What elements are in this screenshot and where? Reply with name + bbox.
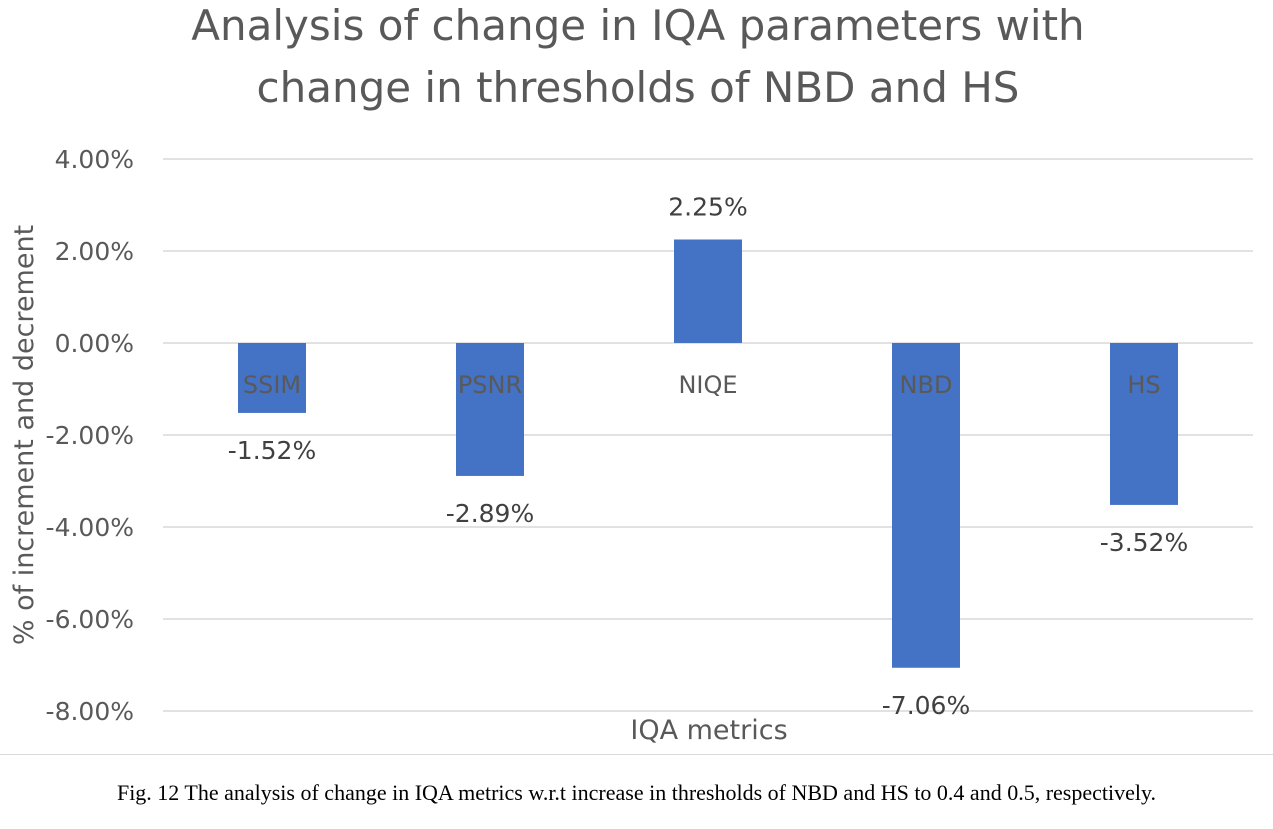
bar-ssim: [238, 343, 306, 413]
category-label: SSIM: [243, 371, 301, 399]
y-tick-label: -4.00%: [46, 513, 134, 542]
bar-niqe: [674, 239, 742, 343]
bar-hs: [1110, 343, 1178, 505]
y-axis-title: % of increment and decrement: [9, 225, 40, 645]
data-label: -2.89%: [446, 499, 534, 528]
y-axis-ticks: 4.00% 2.00% 0.00% -2.00% -4.00% -6.00% -8.00%: [46, 145, 134, 726]
bar-psnr: [456, 343, 524, 476]
figure-caption: Fig. 12 The analysis of change in IQA me…: [116, 780, 1157, 805]
bars: [238, 239, 1178, 668]
category-labels: SSIM PSNR NIQE NBD HS: [243, 371, 1161, 399]
bar-nbd: [892, 343, 960, 668]
data-label: 2.25%: [668, 193, 747, 222]
chart-title: Analysis of change in IQA parameters wit…: [191, 1, 1084, 112]
data-label: -7.06%: [882, 691, 970, 720]
y-tick-label: 0.00%: [55, 329, 134, 358]
y-tick-label: -2.00%: [46, 421, 134, 450]
chart-title-line-1: Analysis of change in IQA parameters wit…: [191, 1, 1084, 50]
y-tick-label: -8.00%: [46, 697, 134, 726]
y-tick-label: 2.00%: [55, 237, 134, 266]
data-label: -3.52%: [1100, 528, 1188, 557]
x-axis-title: IQA metrics: [630, 715, 787, 746]
y-tick-label: 4.00%: [55, 145, 134, 174]
data-label: -1.52%: [228, 436, 316, 465]
category-label: HS: [1127, 371, 1160, 399]
y-tick-label: -6.00%: [46, 605, 134, 634]
category-label: PSNR: [458, 371, 522, 399]
data-labels: -1.52% -2.89% 2.25% -7.06% -3.52%: [228, 193, 1188, 720]
chart-title-line-2: change in thresholds of NBD and HS: [257, 63, 1020, 112]
category-label: NBD: [900, 371, 953, 399]
bar-chart: Analysis of change in IQA parameters wit…: [9, 1, 1253, 746]
chart-border: [0, 754, 1273, 755]
category-label: NIQE: [678, 371, 737, 399]
